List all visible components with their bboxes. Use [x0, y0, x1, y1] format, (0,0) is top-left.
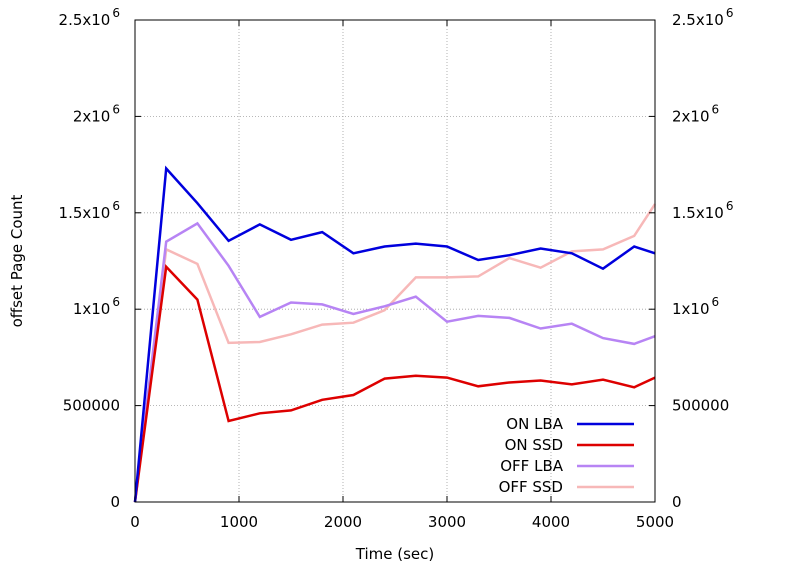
x-axis-label: Time (sec)	[355, 545, 434, 563]
legend-label-off-ssd: OFF SSD	[499, 478, 563, 496]
legend-label-off-lba: OFF LBA	[500, 457, 563, 475]
x-tick-label: 1000	[220, 513, 258, 531]
y-tick-label-right: 1.5x10 6	[672, 199, 733, 222]
legend: ON LBA ON SSD OFF LBA OFF SSD	[499, 415, 634, 496]
plot-frame	[134, 19, 656, 503]
y-axis-label: offset Page Count	[8, 194, 26, 327]
legend-label-on-ssd: ON SSD	[505, 436, 563, 454]
x-tick-label: 2000	[324, 513, 362, 531]
x-tick-label: 0	[130, 513, 140, 531]
y-tick-label-left: 2x10 6	[73, 102, 120, 125]
series-line-off-lba	[133, 221, 656, 503]
y-tick-label-right: 2.5x10 6	[672, 6, 733, 29]
legend-label-on-lba: ON LBA	[506, 415, 563, 433]
x-tick-label: 5000	[636, 513, 674, 531]
y-tick-label-right: 0	[672, 493, 682, 511]
y-tick-label-left: 1x10 6	[73, 295, 120, 318]
y-tick-label-left: 1.5x10 6	[59, 199, 120, 222]
y-tick-label-left: 2.5x10 6	[59, 6, 120, 29]
series-lines	[133, 165, 657, 503]
series-line-on-ssd	[133, 264, 656, 503]
series-line-on-lba	[133, 165, 656, 503]
y-tick-label-left: 0	[110, 493, 120, 511]
y-tick-label-right: 500000	[672, 397, 729, 415]
grid-lines	[135, 20, 655, 502]
y-tick-label-left: 500000	[63, 397, 120, 415]
x-tick-label: 4000	[532, 513, 570, 531]
x-tick-label: 3000	[428, 513, 466, 531]
y-tick-label-right: 1x10 6	[672, 295, 719, 318]
y-tick-label-right: 2x10 6	[672, 102, 719, 125]
series-line-off-ssd	[133, 203, 657, 503]
